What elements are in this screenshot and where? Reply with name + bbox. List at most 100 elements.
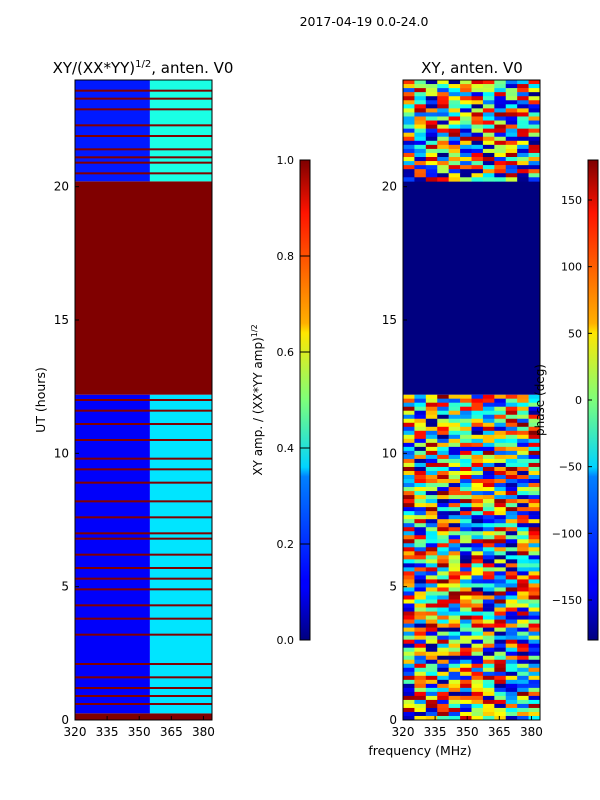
heatmap-cell: [482, 406, 495, 412]
heatmap-cell: [437, 454, 449, 460]
heatmap-cell: [471, 430, 484, 436]
y-tick-label: 5: [61, 580, 69, 594]
heatmap-cell: [425, 563, 438, 568]
heatmap-cell: [482, 515, 495, 520]
heatmap-cell: [528, 136, 541, 142]
heatmap-cell: [471, 607, 484, 612]
heatmap-cell: [437, 169, 449, 174]
heatmap-cell: [505, 543, 518, 548]
heatmap-cell: [494, 507, 507, 512]
heatmap-cell: [403, 140, 415, 146]
heatmap-cell: [494, 627, 507, 632]
heatmap-cell: [505, 499, 518, 504]
colorbar-tick-label: 0.2: [277, 538, 295, 551]
heatmap-cell: [414, 611, 427, 616]
heatmap-cell: [460, 615, 472, 620]
heatmap-cell: [505, 627, 518, 632]
heatmap-cell: [482, 112, 495, 117]
heatmap-cell: [437, 116, 449, 121]
heatmap-cell: [448, 88, 461, 93]
heatmap-cell: [528, 169, 541, 174]
heatmap-cell: [471, 487, 484, 492]
heatmap-cell: [460, 96, 472, 101]
heatmap-cell: [448, 434, 461, 440]
heatmap-cell: [414, 683, 427, 689]
heatmap-cell: [482, 559, 495, 564]
heatmap-cell: [471, 144, 484, 150]
heatmap-cell: [528, 483, 541, 488]
heatmap-cell: [528, 675, 541, 681]
phase-title: XY, anten. V0: [421, 59, 523, 77]
heatmap-cell: [414, 699, 427, 705]
heatmap-cell: [528, 655, 541, 661]
heatmap-cell: [403, 651, 415, 657]
heatmap-cell: [437, 603, 449, 608]
heatmap-cell: [482, 144, 495, 150]
heatmap-cell: [494, 450, 507, 456]
heatmap-cell: [482, 116, 495, 121]
heatmap-cell: [448, 579, 461, 584]
heatmap-cell: [414, 394, 427, 399]
heatmap-cell: [528, 116, 541, 121]
heatmap-cell: [448, 627, 461, 632]
heatmap-cell: [437, 535, 449, 540]
heatmap-cell: [403, 88, 415, 93]
heatmap-cell: [425, 559, 438, 564]
heatmap-cell: [517, 410, 529, 416]
heatmap-cell: [448, 128, 461, 133]
heatmap-cell: [414, 100, 427, 105]
heatmap-cell: [517, 394, 529, 399]
heatmap-cell: [460, 88, 472, 93]
heatmap-cell: [437, 643, 449, 649]
heatmap-cell: [528, 703, 541, 709]
heatmap-cell: [460, 579, 472, 584]
heatmap-cell: [403, 96, 415, 101]
heatmap-cell: [437, 140, 449, 146]
heatmap-cell: [482, 120, 495, 125]
heatmap-cell: [494, 442, 507, 448]
heatmap-cell: [414, 418, 427, 424]
heatmap-cell: [471, 523, 484, 528]
heatmap-cell: [517, 619, 529, 624]
heatmap-cell: [505, 599, 518, 604]
heatmap-cell: [448, 454, 461, 460]
heatmap-cell: [505, 587, 518, 592]
heatmap-cell: [460, 128, 472, 133]
heatmap-cell: [414, 595, 427, 600]
heatmap-cell: [414, 92, 427, 97]
heatmap-cell: [403, 157, 415, 162]
heatmap-cell: [460, 84, 472, 89]
heatmap-cell: [528, 434, 541, 440]
heatmap-cell: [505, 699, 518, 705]
heatmap-cell: [448, 418, 461, 424]
heatmap-cell: [403, 470, 415, 476]
heatmap-cell: [482, 595, 495, 600]
heatmap-cell: [403, 691, 415, 697]
heatmap-cell: [505, 454, 518, 460]
heatmap-cell: [505, 663, 518, 669]
heatmap-cell: [482, 152, 495, 158]
heatmap-cell: [494, 539, 507, 544]
heatmap-cell: [425, 691, 438, 697]
heatmap-cell: [460, 499, 472, 504]
heatmap-cell: [482, 683, 495, 689]
heatmap-cell: [460, 394, 472, 399]
heatmap-cell: [414, 398, 427, 403]
heatmap-cell: [448, 507, 461, 512]
heatmap-cell: [448, 511, 461, 516]
heatmap-cell: [460, 487, 472, 492]
heatmap-cell: [482, 479, 495, 484]
phase-ticks: 320 335 350 365 380 0 5 10 15 20: [382, 180, 543, 739]
heatmap-cell: [482, 507, 495, 512]
heatmap-cell: [414, 124, 427, 129]
heatmap-cell: [517, 100, 529, 105]
heatmap-cell: [517, 547, 529, 552]
heatmap-cell: [425, 152, 438, 158]
heatmap-cell: [425, 84, 438, 89]
heatmap-cell: [471, 603, 484, 608]
heatmap-cell: [460, 173, 472, 178]
heatmap-cell: [471, 579, 484, 584]
heatmap-cell: [460, 603, 472, 608]
heatmap-cell: [403, 583, 415, 588]
heatmap-cell: [494, 120, 507, 125]
